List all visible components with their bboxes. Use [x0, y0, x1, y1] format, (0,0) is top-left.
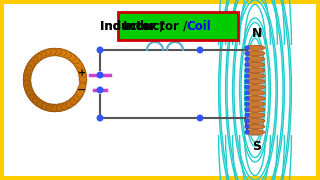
Ellipse shape — [51, 104, 67, 112]
Ellipse shape — [23, 75, 31, 91]
Ellipse shape — [245, 85, 265, 90]
Circle shape — [245, 130, 249, 134]
Ellipse shape — [245, 62, 265, 67]
Circle shape — [245, 96, 249, 101]
FancyBboxPatch shape — [118, 12, 238, 40]
Ellipse shape — [245, 68, 265, 73]
Text: −: − — [76, 85, 86, 95]
Ellipse shape — [245, 45, 265, 50]
Circle shape — [196, 114, 204, 122]
Ellipse shape — [74, 87, 84, 101]
Ellipse shape — [79, 72, 87, 88]
Ellipse shape — [245, 96, 265, 101]
Ellipse shape — [245, 51, 265, 56]
Ellipse shape — [245, 124, 265, 129]
Ellipse shape — [245, 118, 265, 123]
Circle shape — [245, 124, 249, 129]
Circle shape — [245, 107, 249, 112]
Circle shape — [97, 46, 103, 53]
Ellipse shape — [76, 62, 86, 78]
Ellipse shape — [245, 107, 265, 112]
Ellipse shape — [41, 66, 69, 94]
Ellipse shape — [66, 52, 79, 64]
Ellipse shape — [245, 90, 265, 95]
Ellipse shape — [74, 58, 84, 73]
Ellipse shape — [46, 104, 62, 112]
Ellipse shape — [24, 65, 32, 80]
Ellipse shape — [27, 57, 38, 71]
Circle shape — [245, 113, 249, 118]
Ellipse shape — [61, 50, 76, 60]
Circle shape — [245, 119, 249, 123]
Ellipse shape — [25, 60, 35, 75]
Circle shape — [245, 102, 249, 106]
Text: Inductor /: Inductor / — [123, 19, 191, 33]
Circle shape — [245, 57, 249, 61]
Ellipse shape — [23, 70, 31, 86]
Circle shape — [196, 46, 204, 53]
Ellipse shape — [245, 79, 265, 84]
Ellipse shape — [245, 113, 265, 118]
Ellipse shape — [29, 54, 42, 66]
Ellipse shape — [61, 99, 76, 110]
Ellipse shape — [70, 92, 82, 105]
Ellipse shape — [41, 48, 57, 57]
Ellipse shape — [25, 85, 35, 100]
Ellipse shape — [29, 94, 42, 107]
Circle shape — [245, 91, 249, 95]
Ellipse shape — [36, 50, 52, 59]
Ellipse shape — [32, 51, 46, 62]
Ellipse shape — [245, 73, 265, 78]
Ellipse shape — [46, 48, 62, 56]
Circle shape — [245, 74, 249, 78]
Circle shape — [97, 114, 103, 122]
Circle shape — [245, 68, 249, 73]
Text: S: S — [252, 141, 261, 154]
Circle shape — [245, 46, 249, 50]
Ellipse shape — [24, 80, 32, 95]
Text: Inductor /: Inductor / — [100, 19, 168, 33]
Ellipse shape — [27, 90, 38, 103]
Ellipse shape — [77, 82, 86, 97]
Ellipse shape — [41, 103, 57, 112]
Text: +: + — [78, 68, 86, 78]
Text: Inductor /: Inductor / — [100, 19, 168, 33]
Text: Coil: Coil — [186, 19, 211, 33]
Circle shape — [97, 87, 103, 93]
Ellipse shape — [33, 98, 47, 109]
Circle shape — [97, 71, 103, 78]
Ellipse shape — [245, 102, 265, 107]
Ellipse shape — [78, 67, 87, 83]
Ellipse shape — [51, 48, 67, 56]
Circle shape — [245, 79, 249, 84]
Ellipse shape — [245, 57, 265, 62]
Circle shape — [245, 85, 249, 89]
Ellipse shape — [245, 130, 265, 135]
Ellipse shape — [70, 55, 82, 68]
Ellipse shape — [56, 49, 71, 58]
Circle shape — [245, 51, 249, 56]
Circle shape — [245, 62, 249, 67]
Text: N: N — [252, 26, 262, 39]
Bar — [248, 45, 262, 135]
Ellipse shape — [37, 101, 52, 111]
Ellipse shape — [56, 102, 72, 111]
Ellipse shape — [66, 96, 79, 108]
